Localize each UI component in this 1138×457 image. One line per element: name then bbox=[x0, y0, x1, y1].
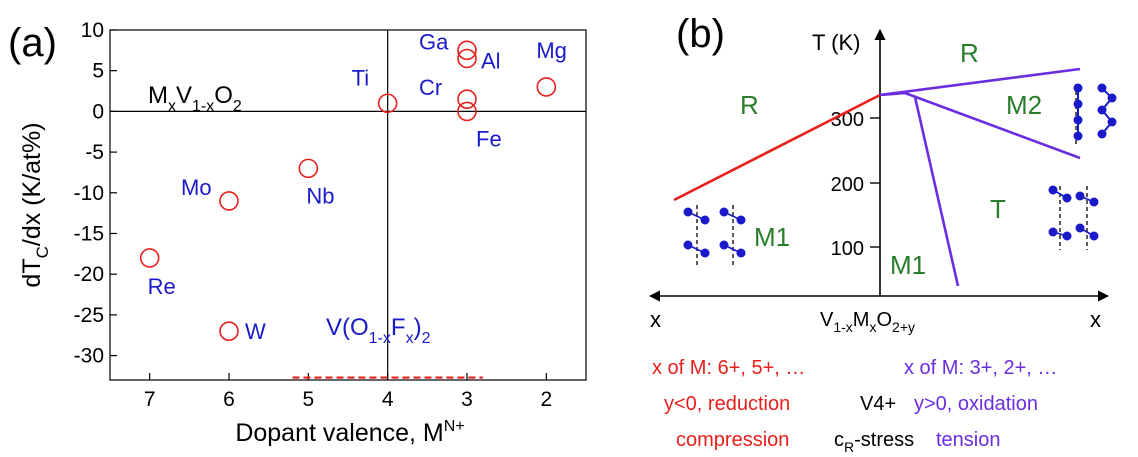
data-point-re bbox=[139, 248, 160, 268]
temperature-axis-title: T (K) bbox=[812, 30, 860, 55]
x-tick-label: 5 bbox=[302, 388, 314, 411]
panel-a-label: (a) bbox=[8, 21, 57, 65]
y-tick-label: 10 bbox=[81, 19, 104, 42]
x-tick-label: 6 bbox=[223, 388, 235, 411]
y-axis-ticks: 10 5 0 -5 -10 -15 -20 -25 -30 bbox=[74, 19, 117, 368]
point-label-fe: Fe bbox=[476, 126, 502, 151]
m2-chain-pictogram bbox=[1073, 83, 1117, 146]
data-point-fe bbox=[457, 101, 477, 122]
data-point-mo bbox=[219, 191, 239, 211]
panel-a-scatter: (a) 7 6 5 4 3 2 10 5 0 -5 -10 -15 -20 -25 -30 Ga Al Mg C… bbox=[8, 19, 587, 447]
x-tick-label: 2 bbox=[540, 388, 552, 411]
center-formula: V1-xMxO2+y bbox=[820, 309, 915, 335]
y-tick-label: -15 bbox=[74, 222, 104, 245]
x-tick-label: 7 bbox=[144, 388, 156, 411]
point-label-mg: Mg bbox=[536, 38, 567, 63]
t-chain-pictogram bbox=[1048, 185, 1099, 250]
point-label-mo: Mo bbox=[181, 175, 212, 200]
phase-label-r-left: R bbox=[740, 90, 759, 120]
data-point-al bbox=[457, 48, 477, 69]
x-axis-ticks: 7 6 5 4 3 2 bbox=[144, 373, 552, 411]
y-tick-label: 0 bbox=[92, 100, 104, 123]
x-tick-label: 4 bbox=[382, 388, 394, 411]
scatter-points: Ga Al Mg Cr Ti Fe Nb Mo Re W bbox=[139, 29, 567, 344]
panel-b-label: (b) bbox=[676, 12, 725, 56]
y-tick-label: -10 bbox=[74, 182, 104, 205]
footer-right-line-2: y>0, oxidation bbox=[914, 393, 1038, 415]
data-point-ga bbox=[457, 40, 477, 61]
y-tick-label: -5 bbox=[85, 141, 104, 164]
x-axis-title: Dopant valence, MN+ bbox=[235, 418, 464, 447]
footer-right-line-1: x of M: 3+, 2+, … bbox=[904, 357, 1057, 379]
point-label-w: W bbox=[245, 319, 266, 344]
panel-b-phase-diagram: (b) T (K) 300 200 100 R R M2 T M1 M1 bbox=[648, 12, 1117, 455]
point-label-al: Al bbox=[481, 48, 501, 73]
footer-left-line-1: x of M: 6+, 5+, … bbox=[652, 357, 805, 379]
tick-label-200: 200 bbox=[831, 174, 864, 196]
phase-label-m1-left: M1 bbox=[754, 222, 790, 252]
y-tick-label: -20 bbox=[74, 263, 104, 286]
y-axis-title: dTC/dx (K/at%) bbox=[18, 122, 52, 287]
footer-center-line-2: cR-stress bbox=[834, 429, 914, 455]
y-tick-label: -25 bbox=[74, 304, 104, 327]
m1-t-boundary bbox=[913, 96, 960, 287]
data-point-nb bbox=[298, 158, 319, 179]
phase-label-m1-bottom: M1 bbox=[890, 250, 926, 280]
phase-label-r-top: R bbox=[960, 38, 979, 68]
x-label-right: x bbox=[1090, 307, 1101, 332]
r-m2-boundary bbox=[879, 67, 1081, 97]
point-label-cr: Cr bbox=[419, 75, 442, 100]
point-label-re: Re bbox=[148, 274, 176, 299]
footer-center-line-1: V4+ bbox=[860, 393, 896, 415]
phase-label-t: T bbox=[990, 194, 1006, 224]
footer-left-line-3: compression bbox=[676, 429, 789, 451]
data-point-cr bbox=[457, 89, 477, 109]
footer-left-line-2: y<0, reduction bbox=[664, 393, 790, 415]
formula-label: MxV1-xO2 bbox=[148, 82, 242, 115]
point-label-ga: Ga bbox=[419, 29, 449, 54]
y-tick-label: 5 bbox=[92, 60, 104, 83]
point-label-ti: Ti bbox=[352, 65, 370, 90]
junction-segment bbox=[879, 91, 906, 97]
data-point-mg bbox=[536, 77, 557, 97]
footer-right-line-3: tension bbox=[936, 429, 1001, 451]
m2-t-boundary bbox=[904, 91, 1081, 160]
r-m1-boundary-left bbox=[673, 93, 881, 202]
data-point-ti bbox=[377, 93, 398, 114]
point-label-nb: Nb bbox=[306, 183, 334, 208]
fluoride-formula-label: V(O1-xFx)2 bbox=[326, 314, 431, 347]
plot-frame bbox=[109, 29, 587, 381]
x-label-left: x bbox=[650, 307, 661, 332]
phase-label-m2: M2 bbox=[1006, 90, 1042, 120]
data-point-w bbox=[219, 321, 239, 341]
tick-label-100: 100 bbox=[831, 238, 864, 260]
y-tick-label: -30 bbox=[74, 345, 104, 368]
m1-chain-pictogram bbox=[683, 205, 746, 268]
x-tick-label: 3 bbox=[461, 388, 473, 411]
